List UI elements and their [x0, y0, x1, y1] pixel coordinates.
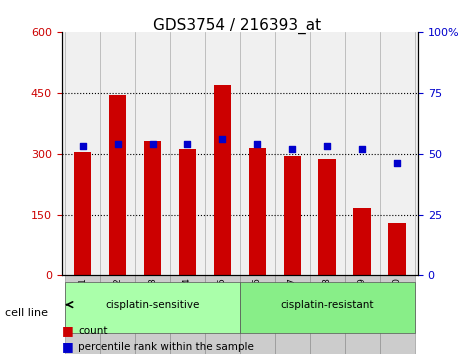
Text: cisplatin-sensitive: cisplatin-sensitive — [105, 299, 200, 310]
Text: cell line: cell line — [5, 308, 48, 318]
Bar — [284, 156, 301, 275]
Text: ■: ■ — [62, 341, 74, 353]
Bar — [248, 148, 266, 275]
Point — [149, 141, 156, 147]
Text: ■: ■ — [62, 325, 74, 337]
Text: count: count — [78, 326, 108, 336]
Point — [393, 161, 401, 166]
Point — [323, 143, 331, 149]
FancyBboxPatch shape — [170, 275, 205, 354]
Bar — [318, 159, 336, 275]
Text: percentile rank within the sample: percentile rank within the sample — [78, 342, 254, 352]
Bar — [214, 85, 231, 275]
Point — [114, 141, 122, 147]
FancyBboxPatch shape — [65, 281, 240, 333]
Point — [184, 141, 191, 147]
Text: GDS3754 / 216393_at: GDS3754 / 216393_at — [153, 18, 322, 34]
FancyBboxPatch shape — [380, 275, 415, 354]
FancyBboxPatch shape — [275, 275, 310, 354]
Point — [79, 143, 86, 149]
FancyBboxPatch shape — [65, 275, 100, 354]
Point — [254, 141, 261, 147]
Bar — [144, 142, 162, 275]
FancyBboxPatch shape — [240, 281, 415, 333]
FancyBboxPatch shape — [310, 275, 345, 354]
FancyBboxPatch shape — [135, 275, 170, 354]
Bar — [179, 149, 196, 275]
FancyBboxPatch shape — [345, 275, 380, 354]
Point — [358, 146, 366, 152]
Point — [218, 136, 226, 142]
Bar — [389, 223, 406, 275]
FancyBboxPatch shape — [240, 275, 275, 354]
Text: cisplatin-resistant: cisplatin-resistant — [280, 299, 374, 310]
Bar — [74, 152, 91, 275]
Bar — [353, 209, 371, 275]
FancyBboxPatch shape — [100, 275, 135, 354]
Point — [288, 146, 296, 152]
Bar — [109, 95, 126, 275]
FancyBboxPatch shape — [205, 275, 240, 354]
